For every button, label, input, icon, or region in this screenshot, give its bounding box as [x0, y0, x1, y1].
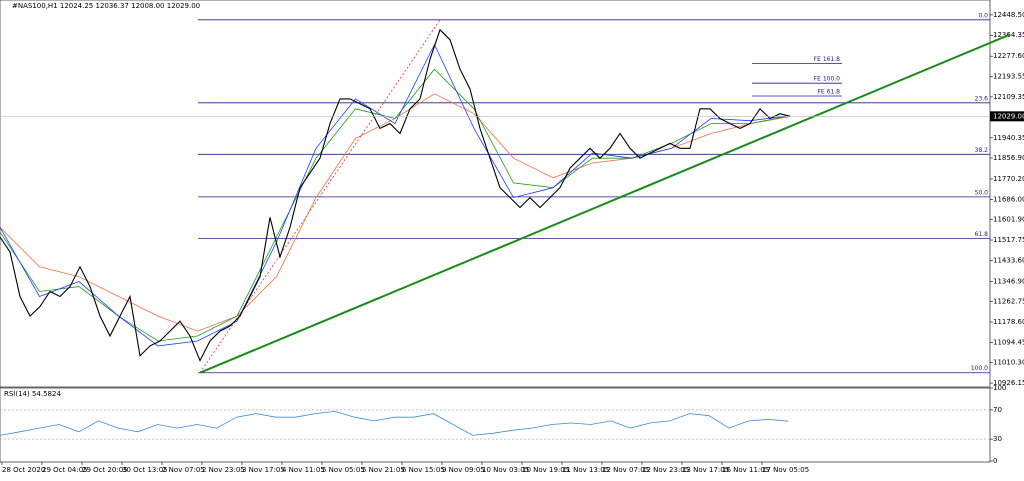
x-tick-label: 10 Nov 03:05	[482, 466, 529, 474]
y-tick-label: 11601.90	[993, 216, 1024, 224]
fib-label: 61.8	[975, 231, 989, 238]
y-tick-label: 11346.90	[993, 277, 1024, 285]
x-tick-label: 4 Nov 11:05	[282, 466, 325, 474]
rsi-line	[0, 410, 789, 436]
y-tick-label: 11686.00	[993, 195, 1024, 203]
y-tick-label: 10926.15	[993, 379, 1024, 387]
x-tick-label: 11 Nov 13:05	[562, 466, 609, 474]
rsi-tick-label: 100	[993, 384, 1006, 392]
x-tick-label: 13 Nov 17:05	[682, 466, 729, 474]
fib-label: 0.0	[978, 12, 988, 19]
series-line	[0, 28, 791, 362]
main-panel	[0, 0, 991, 388]
y-tick-label: 11517.75	[993, 236, 1024, 244]
series-line	[0, 43, 791, 347]
x-tick-label: 16 Nov 11:05	[722, 466, 769, 474]
rsi-tick-label: 0	[993, 457, 997, 465]
x-tick-label: 17 Nov 05:05	[762, 466, 809, 474]
last-price-label: 12029.00	[993, 112, 1024, 120]
y-tick-label: 11856.90	[993, 154, 1024, 162]
fe-label: FE 61.8	[817, 89, 840, 96]
x-tick-label: 2 Nov 07:05	[162, 466, 205, 474]
y-tick-label: 11262.75	[993, 298, 1024, 306]
y-tick-label: 12109.35	[993, 93, 1024, 101]
x-tick-label: 10 Nov 19:05	[522, 466, 569, 474]
fib-label: 23.6	[975, 95, 989, 102]
fe-label: FE 161.8	[814, 56, 841, 63]
y-tick-label: 12448.50	[993, 11, 1024, 19]
y-tick-label: 12193.55	[993, 73, 1024, 81]
chart-title: #NAS100,H1 12024.25 12036.37 12008.00 12…	[12, 2, 200, 10]
y-tick-label: 11940.35	[993, 134, 1024, 142]
rsi-panel	[0, 387, 991, 463]
x-tick-label: 5 Nov 05:05	[322, 466, 365, 474]
x-tick-label: 12 Nov 07:05	[602, 466, 649, 474]
y-tick-label: 11433.60	[993, 256, 1024, 264]
x-tick-label: 2 Nov 23:05	[202, 466, 245, 474]
series-line	[0, 68, 791, 342]
x-tick-label: 5 Nov 21:05	[362, 466, 405, 474]
y-tick-label: 11178.60	[993, 318, 1024, 326]
series-line	[0, 93, 791, 332]
rsi-tick-label: 70	[993, 406, 1002, 414]
x-tick-label: 29 Oct 20:05	[82, 466, 128, 474]
trendline	[199, 33, 1011, 374]
y-tick-label: 11770.20	[993, 175, 1024, 183]
swing-line	[199, 19, 441, 373]
fe-label: FE 100.0	[814, 76, 841, 83]
y-tick-label: 11010.30	[993, 359, 1024, 367]
fib-label: 100.0	[971, 365, 988, 372]
x-tick-label: 30 Oct 13:05	[122, 466, 168, 474]
rsi-tick-label: 30	[993, 435, 1002, 443]
x-tick-label: 29 Oct 04:05	[42, 466, 88, 474]
last-price-box	[990, 111, 1024, 122]
x-tick-label: 28 Oct 2020	[2, 466, 45, 474]
x-tick-label: 12 Nov 23:05	[642, 466, 689, 474]
y-tick-label: 11094.45	[993, 338, 1024, 346]
x-tick-label: 3 Nov 17:05	[242, 466, 285, 474]
x-tick-label: 6 Nov 15:05	[402, 466, 445, 474]
rsi-title: RSI(14) 54.5824	[4, 390, 61, 398]
y-tick-label: 12277.60	[993, 52, 1024, 60]
x-tick-label: 9 Nov 09:05	[442, 466, 485, 474]
fib-label: 38.2	[975, 147, 989, 154]
fib-label: 50.0	[975, 189, 989, 196]
